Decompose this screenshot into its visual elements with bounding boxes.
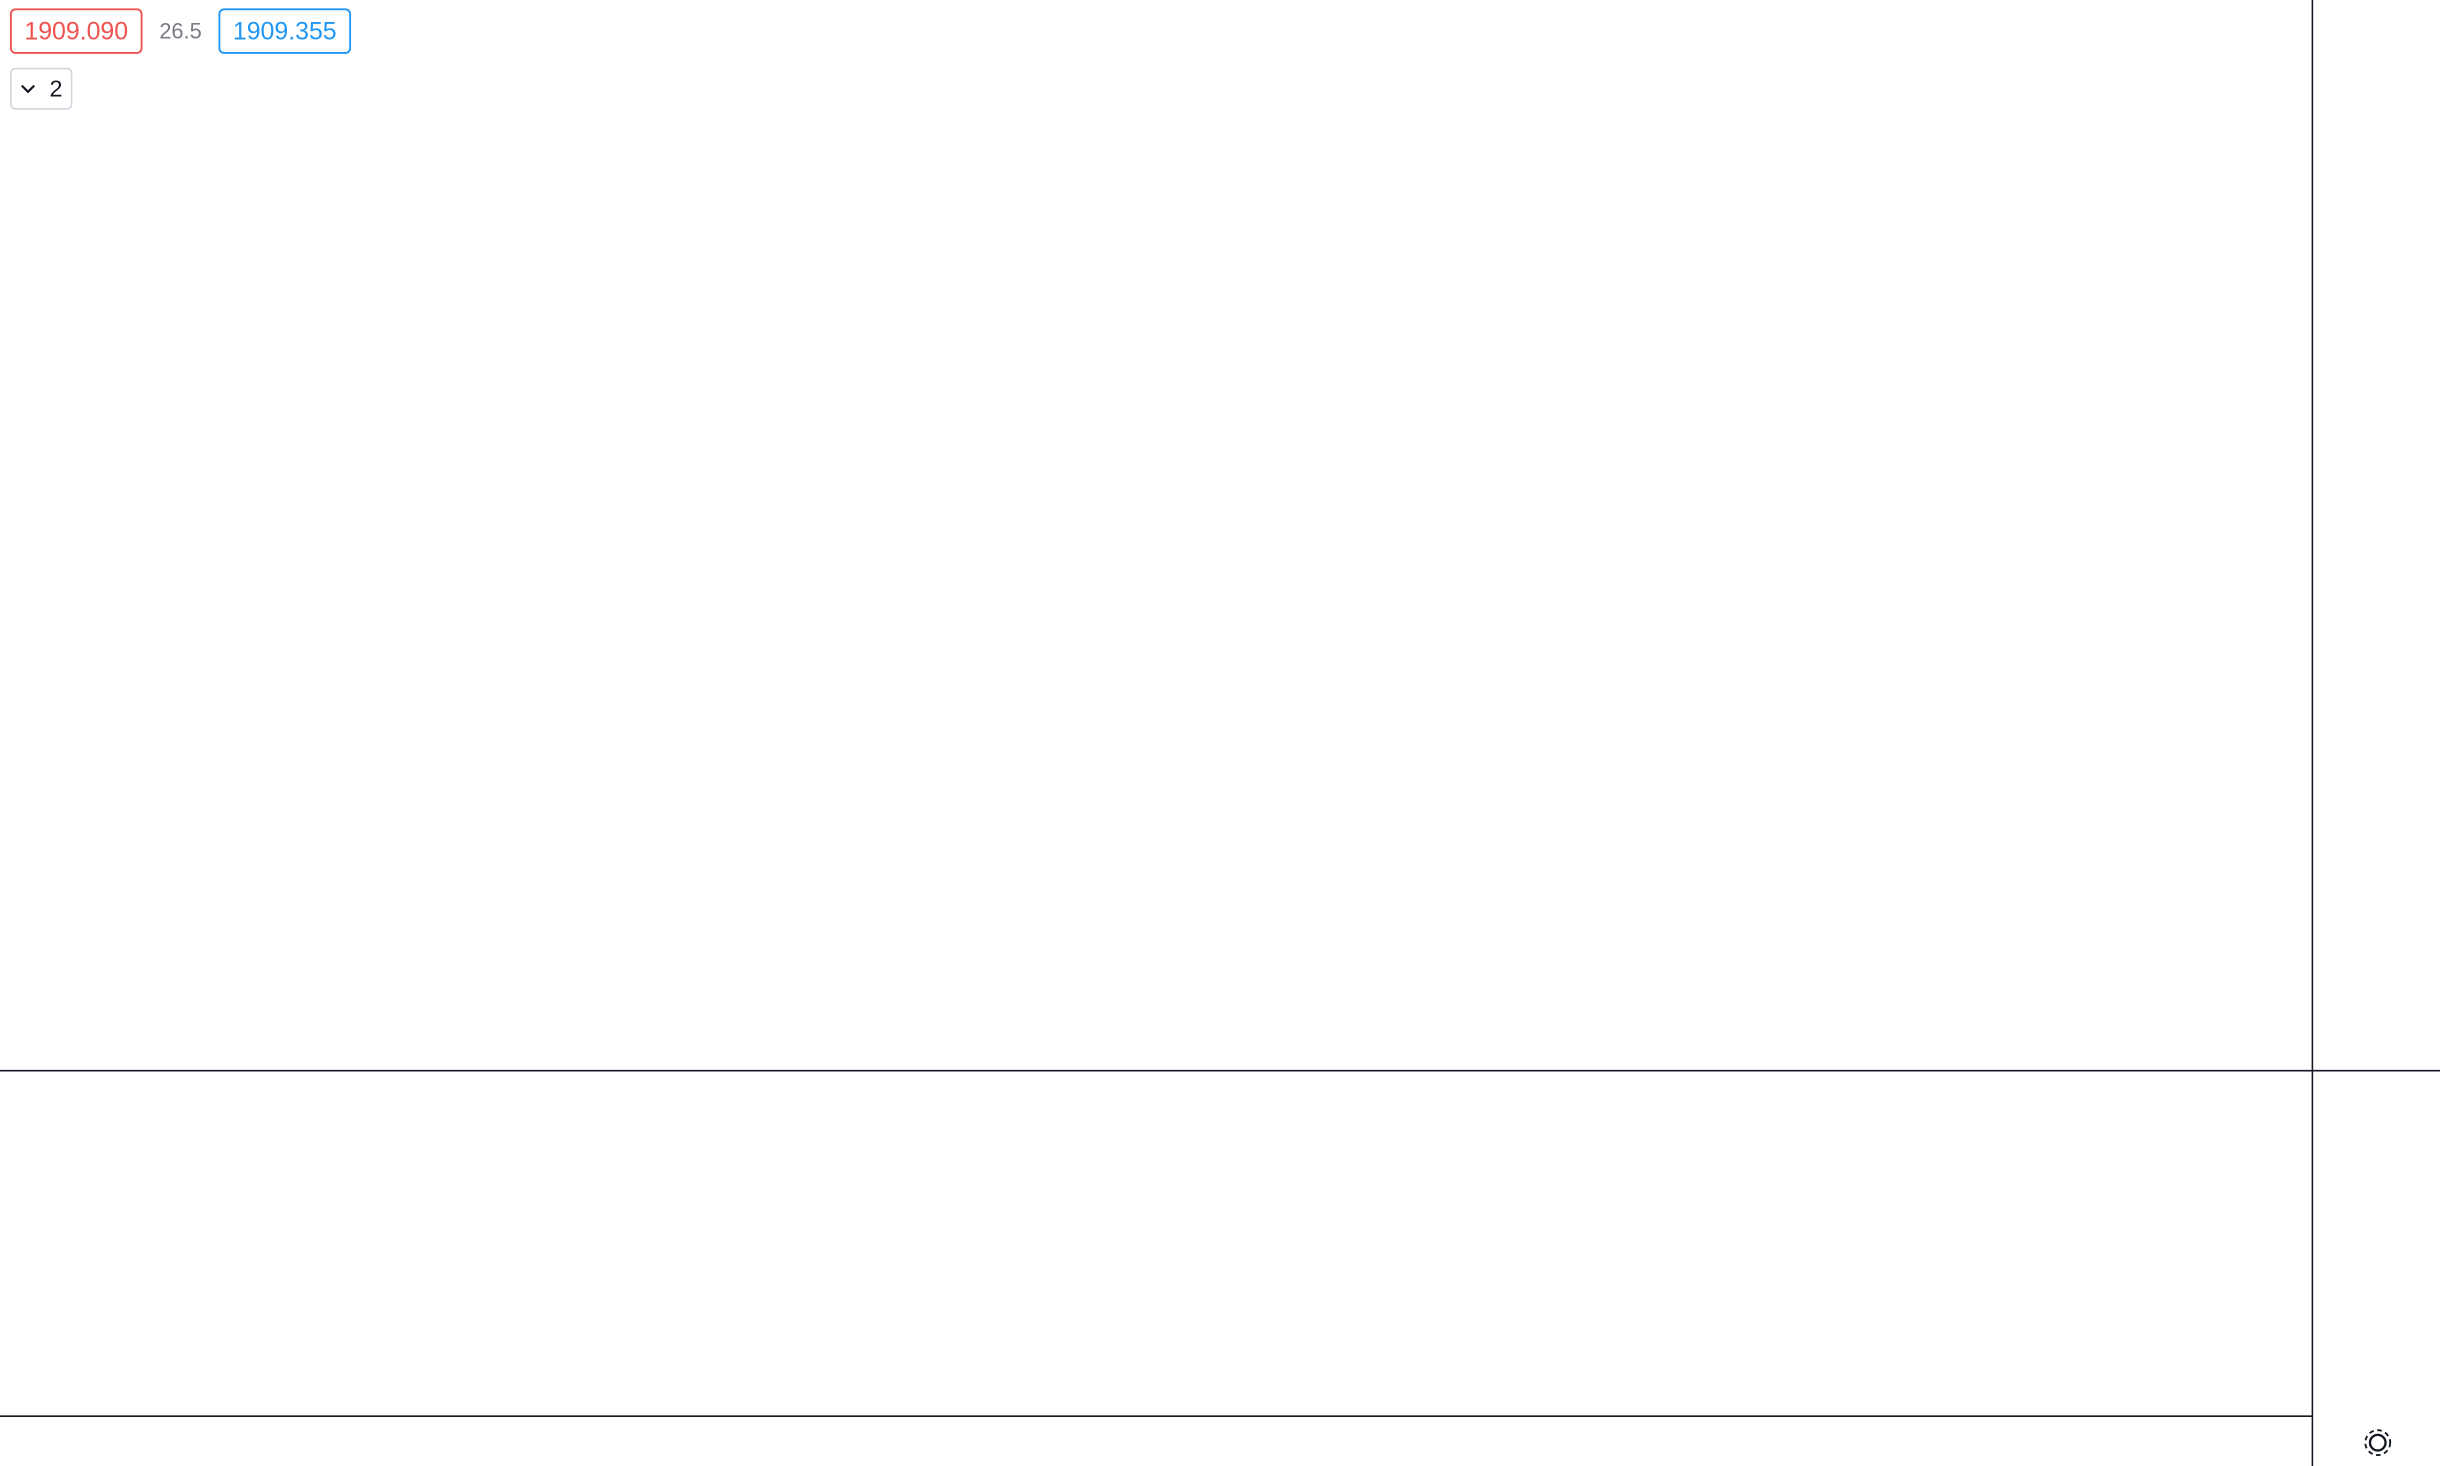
header: 1909.090 26.5 1909.355 2 <box>9 8 352 110</box>
gear-teeth <box>2364 1429 2392 1457</box>
bid-price: 1909.090 <box>24 17 128 45</box>
chevron-icon <box>21 84 36 94</box>
spread: 26.5 <box>159 18 201 43</box>
ask-box[interactable] <box>218 8 352 54</box>
gear-ring <box>2368 1433 2387 1452</box>
settings-icon[interactable] <box>2364 1429 2392 1457</box>
bid-box[interactable] <box>9 8 143 54</box>
ask-price: 1909.355 <box>233 17 337 45</box>
interval-label: 2 <box>50 75 63 101</box>
interval-button[interactable] <box>10 67 73 110</box>
